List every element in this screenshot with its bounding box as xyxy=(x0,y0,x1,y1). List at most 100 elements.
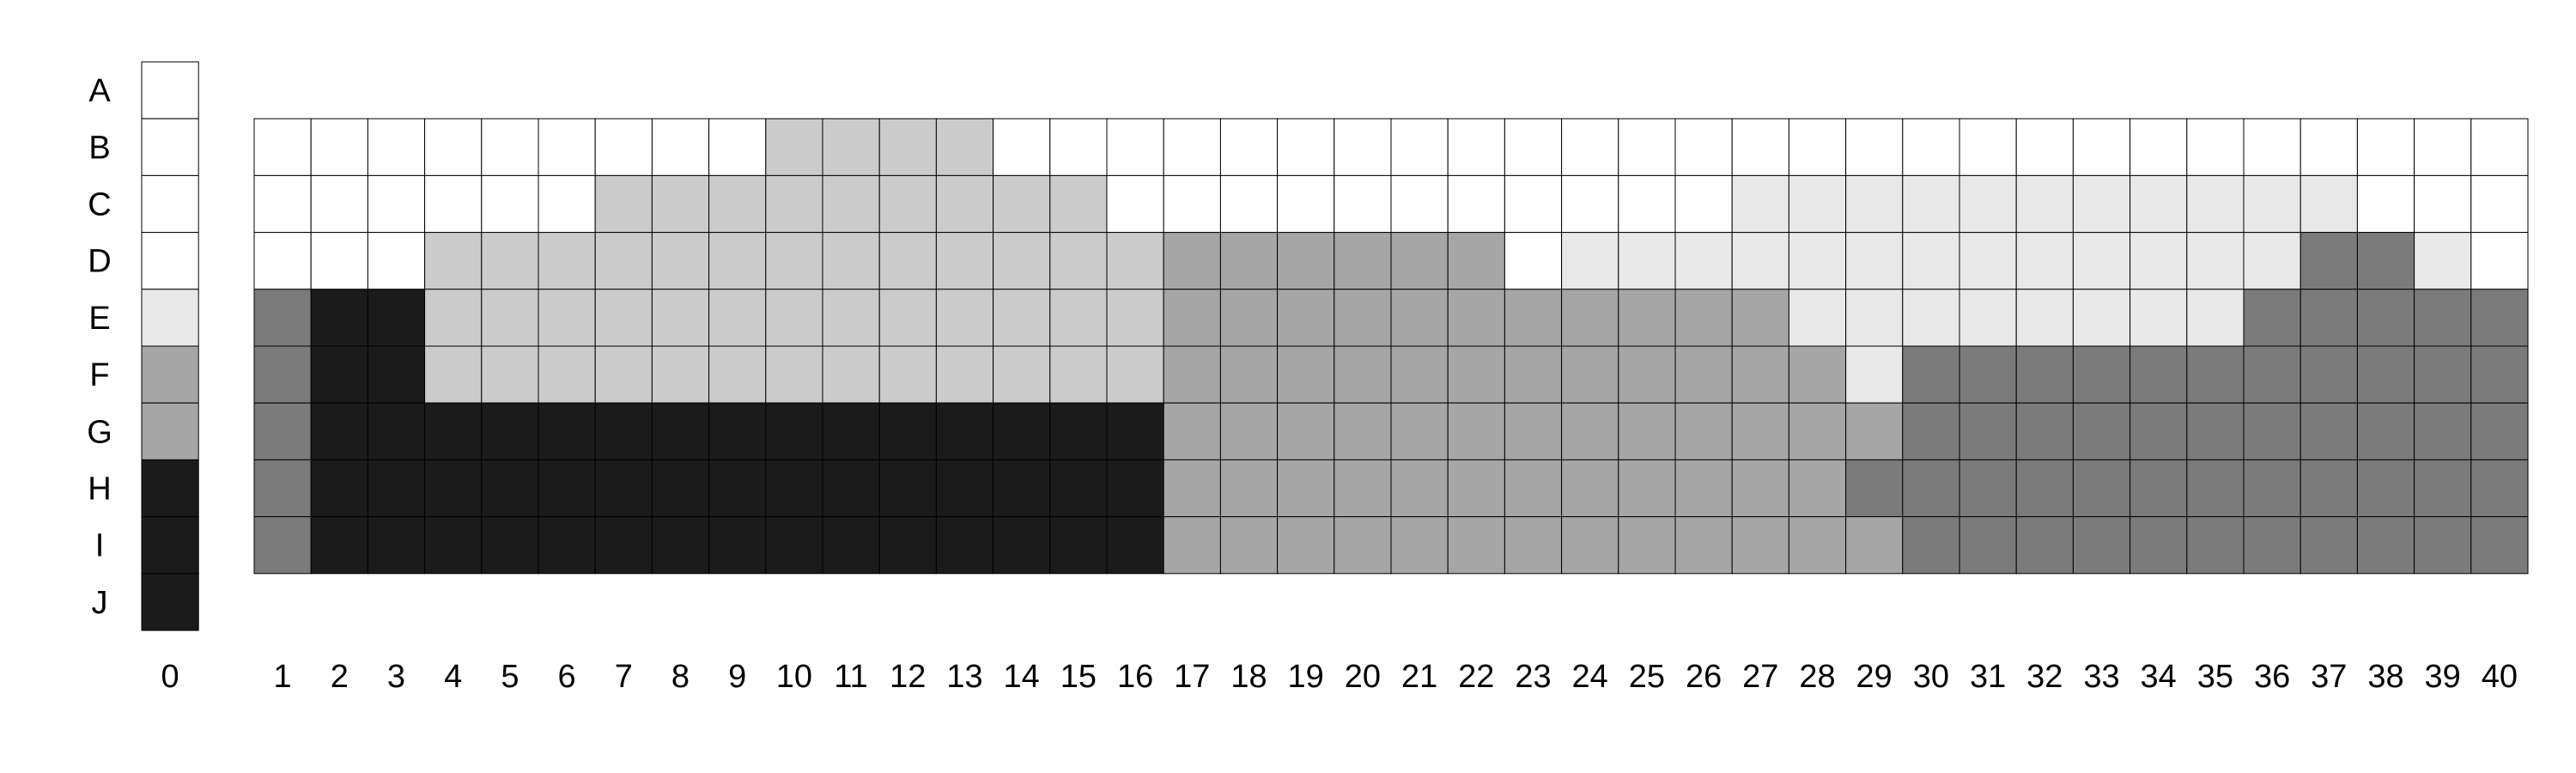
cell-28-B xyxy=(1788,118,1847,176)
cell-3-I xyxy=(367,516,426,575)
cell-14-C xyxy=(993,174,1051,234)
column-label-19: 19 xyxy=(1288,659,1324,695)
row-label-A: A xyxy=(88,73,111,109)
cell-4-E xyxy=(424,289,483,347)
cell-4-H xyxy=(424,459,483,518)
cell-22-B xyxy=(1447,118,1505,176)
cell-22-C xyxy=(1447,174,1505,234)
cell-38-C xyxy=(2356,174,2415,234)
cell-20-C xyxy=(1334,174,1392,234)
cell-28-C xyxy=(1788,174,1847,234)
cell-14-I xyxy=(993,516,1051,575)
cell-0-J xyxy=(141,573,199,631)
cell-35-B xyxy=(2186,118,2245,176)
cell-27-F xyxy=(1731,345,1789,404)
cell-16-F xyxy=(1106,345,1164,404)
cell-20-H xyxy=(1334,459,1392,518)
cell-26-I xyxy=(1674,516,1733,575)
cell-36-F xyxy=(2243,345,2301,404)
cell-3-G xyxy=(367,402,426,460)
cell-10-F xyxy=(765,345,823,404)
cell-36-C xyxy=(2243,174,2301,234)
cell-2-E xyxy=(310,289,368,347)
column-label-11: 11 xyxy=(834,659,867,695)
cell-17-E xyxy=(1163,289,1221,347)
cell-28-G xyxy=(1788,402,1847,460)
cell-20-G xyxy=(1334,402,1392,460)
cell-40-G xyxy=(2470,402,2529,460)
cell-12-H xyxy=(878,459,937,518)
cell-31-E xyxy=(1959,289,2017,347)
cell-10-H xyxy=(765,459,823,518)
cell-36-B xyxy=(2243,118,2301,176)
cell-28-I xyxy=(1788,516,1847,575)
column-label-38: 38 xyxy=(2367,659,2403,695)
cell-30-H xyxy=(1902,459,1960,518)
column-label-0: 0 xyxy=(161,659,179,695)
cell-8-I xyxy=(651,516,710,575)
cell-2-H xyxy=(310,459,368,518)
cell-10-D xyxy=(765,232,823,290)
cell-21-G xyxy=(1390,402,1449,460)
cell-11-C xyxy=(822,174,880,234)
cell-21-H xyxy=(1390,459,1449,518)
column-label-27: 27 xyxy=(1742,659,1778,695)
cell-37-G xyxy=(2300,402,2358,460)
cell-30-I xyxy=(1902,516,1960,575)
cell-23-H xyxy=(1504,459,1563,518)
cell-32-E xyxy=(2015,289,2074,347)
column-label-36: 36 xyxy=(2254,659,2290,695)
cell-30-F xyxy=(1902,345,1960,404)
cell-5-F xyxy=(481,345,539,404)
cell-40-H xyxy=(2470,459,2529,518)
cell-7-E xyxy=(594,289,653,347)
cell-15-B xyxy=(1049,118,1108,176)
cell-36-H xyxy=(2243,459,2301,518)
cell-2-B xyxy=(310,118,368,176)
cell-33-H xyxy=(2072,459,2131,518)
column-label-15: 15 xyxy=(1060,659,1097,695)
cell-35-E xyxy=(2186,289,2245,347)
cell-15-G xyxy=(1049,402,1108,460)
cell-30-B xyxy=(1902,118,1960,176)
cell-17-I xyxy=(1163,516,1221,575)
cell-27-C xyxy=(1731,174,1789,234)
cell-23-D xyxy=(1504,232,1563,290)
cell-37-B xyxy=(2300,118,2358,176)
cell-20-D xyxy=(1334,232,1392,290)
cell-36-E xyxy=(2243,289,2301,347)
cell-2-D xyxy=(310,232,368,290)
column-label-14: 14 xyxy=(1004,659,1040,695)
cell-13-G xyxy=(935,402,994,460)
cell-20-B xyxy=(1334,118,1392,176)
cell-8-G xyxy=(651,402,710,460)
cell-21-D xyxy=(1390,232,1449,290)
column-label-40: 40 xyxy=(2482,659,2518,695)
cell-9-H xyxy=(708,459,767,518)
cell-34-I xyxy=(2129,516,2188,575)
cell-19-D xyxy=(1277,232,1335,290)
cell-8-H xyxy=(651,459,710,518)
cell-26-D xyxy=(1674,232,1733,290)
cell-7-D xyxy=(594,232,653,290)
cell-4-B xyxy=(424,118,483,176)
cell-20-F xyxy=(1334,345,1392,404)
cell-12-C xyxy=(878,174,937,234)
cell-6-G xyxy=(538,402,596,460)
cell-38-F xyxy=(2356,345,2415,404)
cell-5-G xyxy=(481,402,539,460)
cell-19-H xyxy=(1277,459,1335,518)
cell-33-D xyxy=(2072,232,2131,290)
cell-39-F xyxy=(2414,345,2472,404)
cell-2-I xyxy=(310,516,368,575)
cell-22-F xyxy=(1447,345,1505,404)
cell-5-I xyxy=(481,516,539,575)
column-label-33: 33 xyxy=(2083,659,2119,695)
cell-17-C xyxy=(1163,174,1221,234)
column-label-6: 6 xyxy=(558,659,576,695)
cell-25-G xyxy=(1618,402,1676,460)
cell-13-H xyxy=(935,459,994,518)
cell-0-D xyxy=(141,232,199,290)
column-0-cells xyxy=(141,61,199,631)
